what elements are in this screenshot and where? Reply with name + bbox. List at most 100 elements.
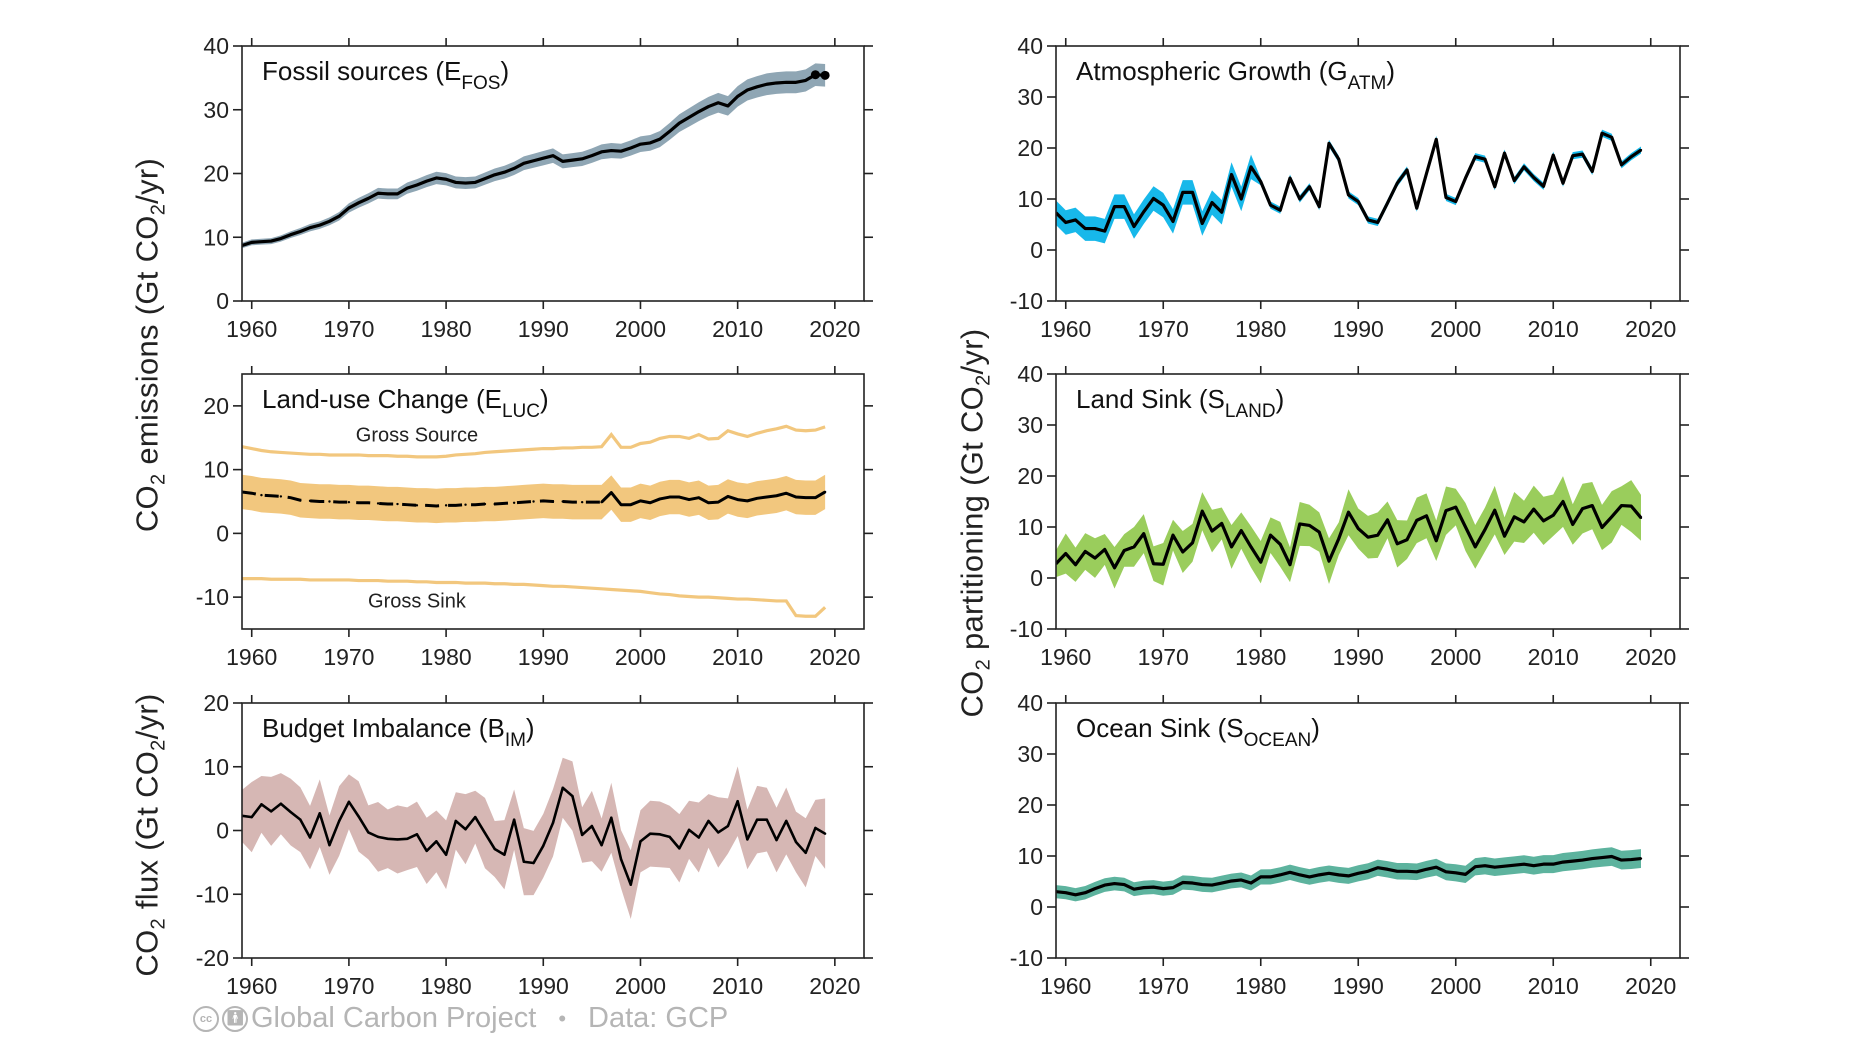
fossil-point-1981	[454, 181, 458, 184]
ocean-point-2016	[1610, 855, 1613, 858]
bim-point-1998	[619, 857, 623, 861]
atm-point-2007	[1522, 165, 1526, 169]
land-point-1987	[1327, 559, 1331, 563]
x-tick-label: 2020	[809, 644, 860, 670]
atm-point-2019	[1639, 148, 1643, 152]
ocean-point-1977	[1230, 879, 1233, 883]
bim-point-1960	[250, 815, 253, 819]
fossil-point-1985	[493, 173, 496, 176]
luc-point-1999	[629, 503, 632, 506]
x-tick-label: 2010	[1528, 316, 1579, 342]
fossil-point-1997	[610, 149, 613, 152]
separator-dot: •	[558, 1005, 567, 1031]
atm-point-1963	[1093, 227, 1097, 230]
fossil-point-1971	[357, 201, 360, 205]
luc-point-2007	[707, 501, 710, 504]
bim-point-1976	[406, 837, 409, 840]
ocean-point-2018	[1630, 858, 1633, 861]
fossil-point-2008	[717, 101, 720, 104]
atm-point-1975	[1210, 201, 1214, 204]
ocean-point-1967	[1132, 887, 1136, 891]
bim-uncertainty-band	[242, 757, 826, 919]
atm-point-2008	[1532, 176, 1535, 179]
x-tick-label: 1960	[226, 316, 277, 342]
fossil-point-1978	[425, 179, 428, 183]
bim-point-1967	[318, 812, 321, 815]
bim-point-2010	[736, 799, 739, 803]
fossil-point-2013	[765, 83, 769, 86]
atm-point-2006	[1513, 179, 1516, 182]
bim-point-1978	[425, 849, 428, 853]
fossil-point-1998	[619, 149, 623, 153]
x-tick-label: 1990	[1333, 316, 1384, 342]
ocean-point-2009	[1542, 862, 1545, 866]
fossil-point-2012	[755, 85, 759, 89]
fossil-point-1977	[415, 183, 419, 187]
panel-title: Land-use Change (ELUC)	[262, 384, 549, 422]
land-point-2007	[1522, 520, 1526, 524]
land-point-2019	[1639, 516, 1643, 520]
luc-net-line-dashed	[242, 490, 602, 508]
x-tick-label: 2020	[1625, 316, 1676, 342]
ocean-point-1983	[1288, 871, 1292, 874]
y-tick-label: 30	[1017, 84, 1043, 110]
annotation-gross-source: Gross Source	[356, 425, 478, 447]
fossil-point-1986	[503, 171, 506, 174]
ocean-point-1968	[1142, 886, 1145, 889]
fossil-point-1969	[337, 215, 341, 218]
luc-uncertainty-band	[242, 474, 826, 524]
atm-point-2016	[1610, 136, 1613, 139]
land-point-1978	[1240, 529, 1243, 532]
fossil-point-1994	[580, 157, 584, 161]
x-tick-label: 1960	[226, 973, 277, 999]
luc-point-1974	[386, 502, 389, 506]
atm-point-1971	[1171, 220, 1175, 223]
fossil-point-2002	[658, 137, 662, 141]
ocean-point-2002	[1474, 865, 1477, 868]
fossil-point-2015	[785, 81, 788, 84]
bim-point-2015	[785, 819, 788, 823]
bim-point-1970	[347, 800, 351, 804]
ocean-point-1987	[1327, 872, 1331, 875]
luc-point-2019	[823, 490, 827, 494]
bim-point-1996	[600, 843, 603, 847]
atm-point-1982	[1279, 209, 1282, 212]
land-point-2003	[1483, 528, 1487, 531]
atm-point-2005	[1503, 151, 1506, 155]
luc-point-2009	[726, 495, 730, 498]
panel-fossil: 1960 1970 1980 1990 2000 2010 2020 0 10 20 30 40 Fos…	[203, 33, 873, 342]
ocean-point-2006	[1513, 863, 1516, 867]
x-tick-label: 1970	[1138, 973, 1189, 999]
atm-point-1966	[1123, 205, 1126, 208]
bim-point-2016	[794, 840, 798, 844]
luc-point-1994	[580, 500, 584, 504]
end-marker-2018	[810, 70, 820, 80]
luc-point-1962	[269, 494, 273, 497]
fossil-point-1988	[522, 162, 526, 165]
atm-point-1993	[1386, 201, 1389, 205]
atm-point-1970	[1162, 203, 1165, 207]
atm-point-2015	[1600, 132, 1604, 135]
atm-point-1986	[1318, 205, 1321, 208]
land-point-1996	[1415, 519, 1418, 522]
plot-area	[242, 757, 827, 919]
luc-point-1997	[610, 491, 613, 494]
y-tick-label: 20	[203, 161, 229, 187]
luc-point-2005	[687, 498, 691, 501]
atm-point-1996	[1415, 206, 1418, 210]
atm-point-2018	[1630, 155, 1633, 158]
luc-point-2011	[746, 499, 749, 503]
luc-point-1989	[532, 500, 535, 503]
ocean-point-2004	[1493, 866, 1496, 869]
bim-point-1994	[580, 833, 584, 837]
atm-point-1991	[1366, 218, 1370, 222]
bim-point-1969	[337, 819, 341, 823]
atm-point-1967	[1132, 225, 1136, 228]
plot-area	[242, 63, 830, 249]
fossil-point-1974	[386, 192, 389, 196]
luc-point-1970	[347, 500, 351, 504]
land-point-1979	[1249, 545, 1253, 549]
luc-point-1992	[561, 500, 564, 503]
bim-point-1963	[279, 802, 283, 805]
